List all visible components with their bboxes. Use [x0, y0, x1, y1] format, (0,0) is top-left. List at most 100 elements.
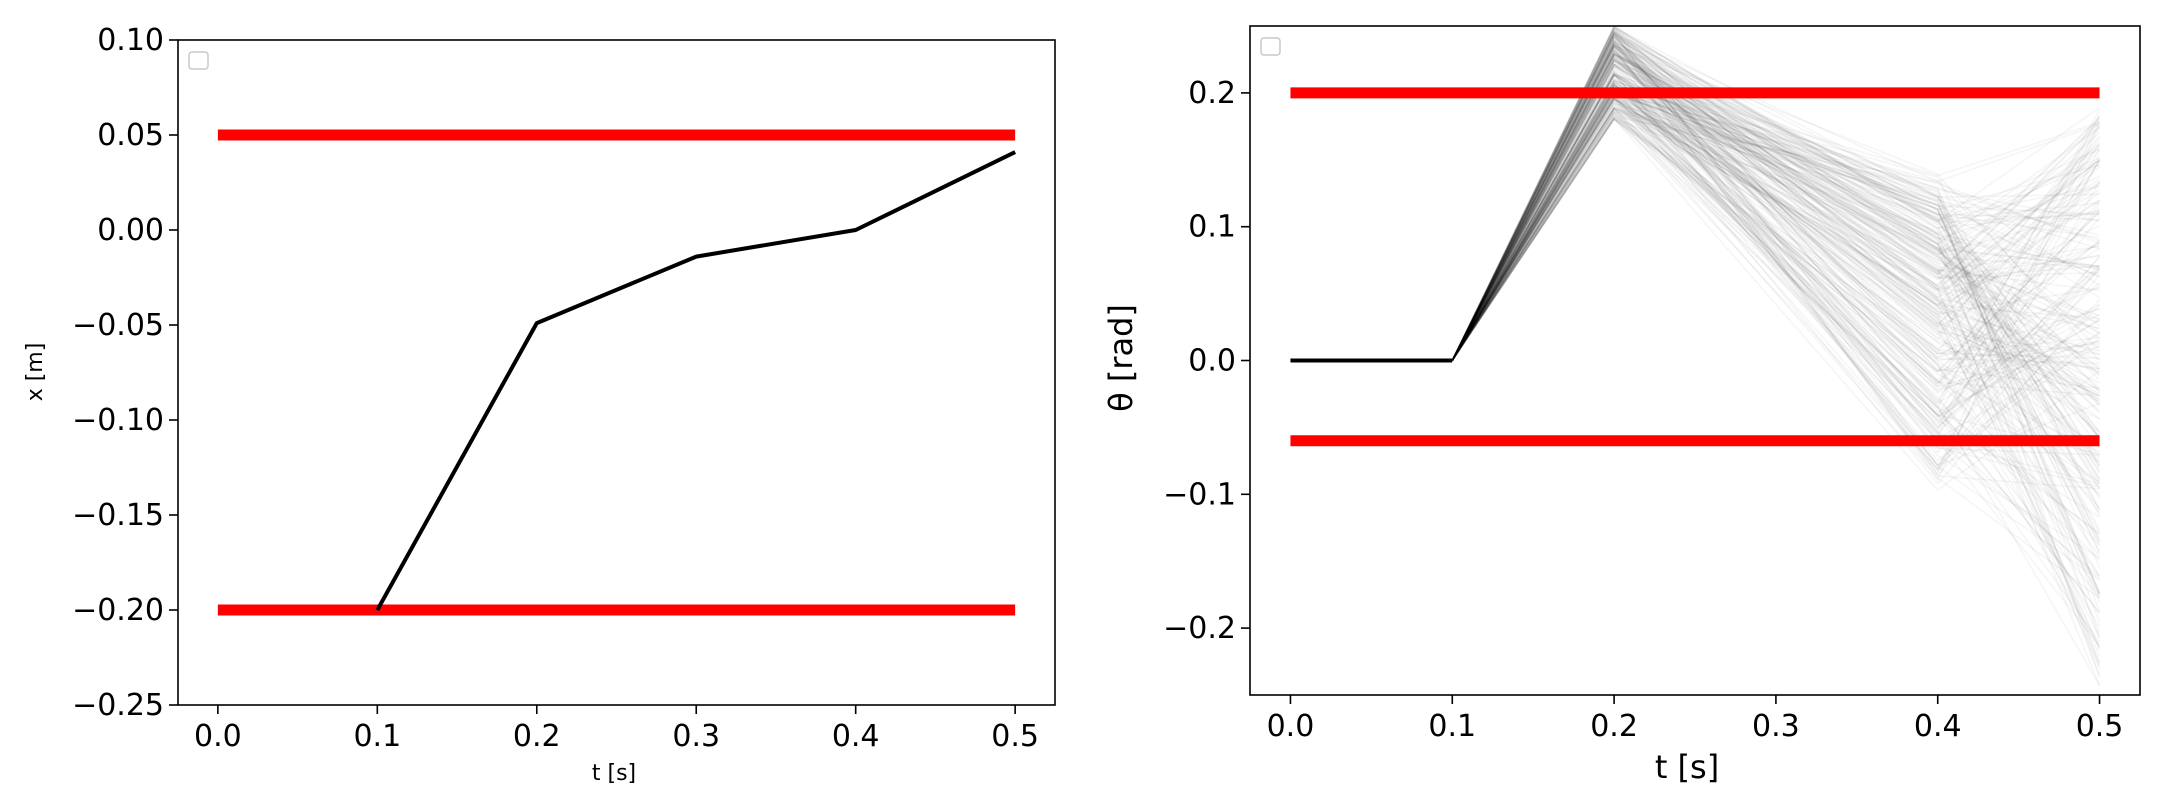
right-ensemble-line	[1451, 44, 2101, 361]
right-ensemble-line	[1451, 36, 2101, 594]
right-ensemble-line	[1451, 30, 2101, 541]
right-ensemble-line	[1451, 118, 2101, 483]
right-ensemble-line	[1451, 26, 2100, 467]
right-ensemble-line	[1451, 85, 2101, 485]
left-xlabel: t [s]	[592, 761, 636, 786]
right-ensemble-line	[1451, 43, 2100, 395]
right-ensemble-line	[1451, 63, 2101, 361]
right-ensemble-line	[1451, 106, 2100, 361]
right-ensemble-line	[1451, 33, 2101, 676]
right-ensemble-line	[1451, 71, 2100, 361]
right-ensemble-line	[1451, 34, 2101, 387]
right-ensemble-line	[1451, 89, 2100, 361]
right-ensemble-line	[1451, 54, 2100, 361]
right-ensemble-line	[1451, 57, 2100, 361]
right-ensemble-line	[1451, 100, 2100, 361]
right-ensemble-line	[1451, 72, 2101, 361]
right-xtick-label: 0.0	[1267, 709, 1315, 744]
right-ensemble-line	[1451, 107, 2100, 361]
right-ensemble-line	[1451, 40, 2100, 361]
right-ensemble-line	[1451, 25, 2100, 361]
right-ensemble-line	[1451, 30, 2101, 686]
right-ensemble-line	[1451, 74, 2100, 361]
right-ensemble-line	[1451, 72, 2101, 462]
right-ensemble-line	[1451, 102, 2100, 361]
right-ensemble-line	[1451, 44, 2100, 418]
right-ensemble-line	[1451, 82, 2101, 403]
right-xtick-label: 0.4	[1914, 709, 1962, 744]
right-ensemble-line	[1451, 73, 2101, 361]
right-ensemble-line	[1451, 71, 2100, 361]
right-ensemble-line	[1451, 81, 2101, 664]
right-ensemble-line	[1451, 28, 2101, 420]
right-ensemble-line	[1451, 99, 2100, 518]
right-ensemble-line	[1451, 52, 2101, 531]
right-ensemble-line	[1451, 66, 2100, 361]
right-ensemble-line	[1451, 38, 2101, 456]
right-ensemble-line	[1451, 37, 2100, 361]
right-ensemble-line	[1451, 112, 2101, 383]
right-ensemble-line	[1451, 52, 2101, 479]
right-ytick-label: 0.0	[1188, 344, 1236, 379]
right-ensemble-line	[1451, 107, 2101, 422]
right-ensemble-line	[1451, 106, 2101, 438]
right-ensemble-line	[1451, 97, 2101, 471]
right-ensemble-line	[1451, 88, 2100, 420]
right-ensemble-line	[1451, 92, 2100, 361]
right-ensemble-line	[1451, 86, 2100, 395]
right-ensemble-line	[1451, 95, 2101, 361]
right-ensemble-line	[1451, 69, 2101, 467]
right-ensemble-line	[1451, 43, 2101, 361]
right-ensemble-line	[1451, 36, 2100, 397]
right-ensemble-line	[1451, 39, 2101, 594]
right-ensemble-line	[1451, 98, 2101, 481]
right-ensemble-line	[1451, 59, 2101, 403]
right-ensemble-line	[1451, 35, 2100, 361]
right-ensemble-line	[1451, 50, 2101, 361]
right-ensemble-line	[1451, 79, 2100, 361]
right-ensemble-line	[1451, 35, 2100, 405]
right-ensemble-line	[1451, 97, 2101, 497]
right-ensemble-line	[1451, 110, 2101, 612]
right-ensemble-line	[1451, 87, 2101, 424]
right-ensemble-line	[1451, 86, 2101, 547]
right-ytick-label: −0.1	[1163, 477, 1236, 512]
right-ensemble-line	[1451, 82, 2101, 384]
right-ensemble-line	[1451, 26, 2100, 361]
right-ensemble-line	[1451, 43, 2100, 370]
right-ensemble-line	[1451, 63, 2101, 361]
right-ytick-label: 0.2	[1188, 76, 1236, 111]
right-ensemble-line	[1451, 84, 2101, 361]
right-ensemble-line	[1451, 117, 2100, 361]
right-ensemble-line	[1451, 105, 2100, 361]
right-ensemble-line	[1451, 28, 2100, 391]
right-ensemble-line	[1451, 107, 2101, 361]
right-ensemble-line	[1451, 79, 2100, 361]
right-ensemble-line	[1451, 80, 2101, 638]
right-ensemble-line	[1451, 54, 2101, 576]
right-ensemble-line	[1451, 91, 2100, 361]
right-ensemble-line	[1451, 111, 2100, 456]
right-ensemble-line	[1451, 92, 2101, 361]
right-ensemble-line	[1451, 44, 2101, 687]
right-ensemble-line	[1451, 90, 2100, 437]
right-ensemble-line	[1451, 96, 2101, 393]
right-ensemble-line	[1451, 29, 2101, 361]
right-ensemble-line	[1451, 63, 2100, 361]
right-ensemble-line	[1451, 105, 2101, 555]
right-ensemble-line	[1451, 82, 2100, 397]
left-ytick-label: 0.00	[97, 213, 164, 248]
right-ensemble-line	[1451, 45, 2100, 391]
right-ensemble-line	[1451, 89, 2101, 543]
right-ensemble-line	[1451, 89, 2100, 400]
left-xtick-label: 0.4	[832, 719, 880, 754]
right-ensemble-line	[1451, 92, 2101, 595]
right-ensemble-line	[1451, 45, 2100, 490]
right-ensemble-line	[1451, 38, 2101, 429]
right-ensemble-line	[1451, 58, 2101, 460]
right-ensemble-line	[1451, 32, 2100, 361]
left-ylabel: x [m]	[23, 343, 48, 402]
right-ensemble-line	[1451, 31, 2101, 412]
right-ensemble-line	[1451, 73, 2101, 417]
